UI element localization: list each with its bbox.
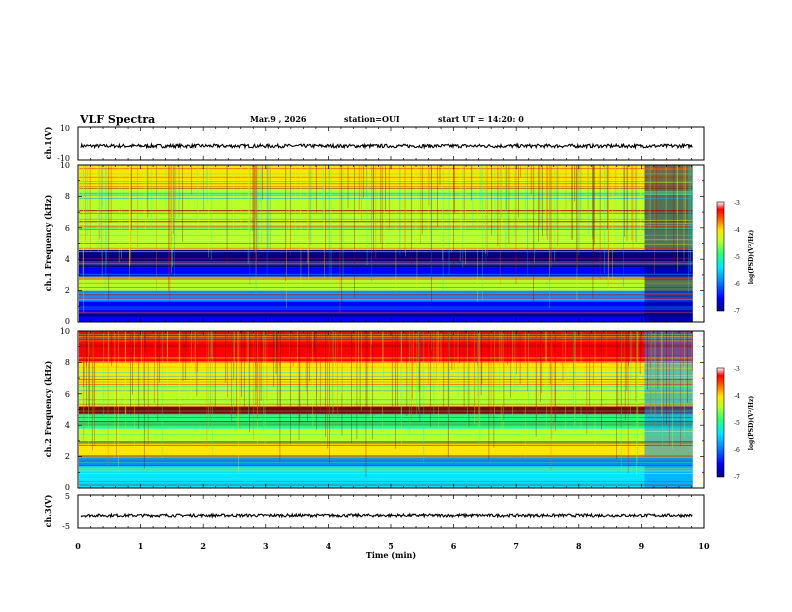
ch2-ytick-10: 10	[60, 327, 70, 336]
ch1-spectrogram-ticks	[77, 164, 705, 323]
ch2-cb-tick-m4: -4	[734, 393, 740, 400]
spectrogram-band	[79, 362, 693, 388]
ch1-waveform-panel: 10 -10 ch.1(V)	[43, 124, 705, 163]
ch1-ytick-0: 0	[65, 317, 70, 326]
spectrogram-band	[79, 316, 693, 322]
ch1-cb-tick-m7: -7	[734, 308, 740, 315]
ch2-spectrogram-panel: 0 2 4 6 8 10 ch.2 Frequency (kHz)	[43, 327, 705, 492]
ch1-cb-tick-m5: -5	[734, 254, 740, 261]
spectrogram-band	[79, 440, 693, 457]
ch3-ylabel: ch.3(V)	[43, 494, 53, 527]
ch3-waveform-panel: 5 -5 ch.3(V) 0 1 2 3 4 5 6 7 8 9 10 Time…	[43, 492, 710, 560]
ch2-cb-label: log(PSD)(V²/Hz)	[748, 396, 755, 451]
ch3-ytick-bottom: -5	[62, 522, 70, 531]
ch1-waveform-trace	[80, 142, 693, 150]
ch2-cb-tick-m6: -6	[734, 447, 740, 454]
figure-title: VLF Spectra	[79, 113, 155, 126]
ch1-ytick-6: 6	[65, 224, 70, 233]
ch1-ylabel: ch.1(V)	[43, 126, 53, 159]
ch2-spectrogram-ticks	[77, 330, 705, 489]
spectrogram-band	[79, 478, 693, 488]
ch2-colorbar-gradient	[716, 367, 725, 478]
figure-start-time: start UT = 14:20: 0	[438, 114, 524, 124]
xtick-2: 2	[200, 541, 206, 551]
waveform-line	[80, 512, 693, 519]
ch2-ytick-6: 6	[65, 390, 70, 399]
xtick-7: 7	[513, 541, 519, 551]
ch1-waveform-frame	[77, 126, 705, 161]
ch1-cb-tick-m4: -4	[734, 227, 740, 234]
ch2-ytick-8: 8	[65, 358, 70, 367]
ch1-ytick-8: 8	[65, 192, 70, 201]
xtick-6: 6	[451, 541, 457, 551]
ch1-colorbar-gradient	[716, 201, 725, 312]
ch1-spectrogram-ytick-labels: 0 2 4 6 8 10	[60, 161, 70, 326]
ch2-spec-ylabel: ch.2 Frequency (kHz)	[43, 361, 53, 458]
spectrogram-band	[79, 267, 693, 277]
ch1-spec-ylabel: ch.1 Frequency (kHz)	[43, 195, 53, 292]
spectrogram-band	[79, 165, 693, 189]
waveform-line	[80, 142, 693, 150]
ch2-cb-tick-m3: -3	[734, 366, 740, 373]
ch1-waveform-ticks	[77, 127, 705, 160]
ch1-ytick-top: 10	[60, 124, 70, 133]
ch1-cb-tick-m3: -3	[734, 200, 740, 207]
ch1-cb-tick-m6: -6	[734, 281, 740, 288]
time-axis-tick-labels: 0 1 2 3 4 5 6 7 8 9 10	[75, 541, 710, 551]
ch2-ytick-2: 2	[65, 452, 70, 461]
ch1-spectrogram-panel: 0 2 4 6 8 10 ch.1 Frequency (kHz)	[43, 161, 705, 326]
xtick-0: 0	[75, 541, 81, 551]
ch3-waveform-ticks	[77, 495, 705, 528]
xtick-9: 9	[639, 541, 645, 551]
ch3-waveform-frame	[77, 494, 705, 529]
ch2-spectrogram-image	[78, 331, 704, 488]
ch1-spectrogram-image	[77, 165, 704, 323]
ch1-ytick-2: 2	[65, 286, 70, 295]
xtick-8: 8	[576, 541, 582, 551]
xtick-3: 3	[263, 541, 269, 551]
ch2-ytick-0: 0	[65, 483, 70, 492]
ch2-spectrogram-ytick-labels: 0 2 4 6 8 10	[60, 327, 70, 492]
ch2-cb-tick-m5: -5	[734, 420, 740, 427]
xtick-4: 4	[326, 541, 332, 551]
ch2-colorbar: -3 -4 -5 -6 -7 log(PSD)(V²/Hz)	[716, 366, 755, 481]
spectrogram-band	[79, 466, 693, 479]
spectrogram-late-segment	[644, 331, 693, 488]
ch1-colorbar: -3 -4 -5 -6 -7 log(PSD)(V²/Hz)	[716, 200, 755, 315]
ch2-ytick-4: 4	[65, 421, 70, 430]
spectrogram-band	[79, 387, 693, 407]
figure-date: Mar.9 , 2026	[250, 114, 307, 124]
ch3-waveform-trace	[80, 512, 693, 519]
ch1-ytick-10: 10	[60, 161, 70, 170]
ch3-ytick-top: 5	[65, 492, 70, 501]
xtick-5: 5	[388, 541, 394, 551]
ch2-cb-tick-m7: -7	[734, 474, 740, 481]
spectrogram-band	[79, 313, 693, 317]
spectrogram-band	[79, 301, 693, 314]
spectrogram-band	[79, 290, 693, 302]
figure-station: station=OUI	[344, 114, 400, 124]
xtick-1: 1	[138, 541, 144, 551]
ch1-ytick-4: 4	[65, 255, 70, 264]
ch1-ytick-bottom: -10	[57, 154, 70, 163]
ch1-cb-label: log(PSD)(V²/Hz)	[748, 230, 755, 285]
x-axis-label: Time (min)	[366, 550, 416, 560]
xtick-10: 10	[698, 541, 710, 551]
spectrogram-band	[79, 240, 693, 250]
spectrogram-band	[79, 406, 693, 415]
